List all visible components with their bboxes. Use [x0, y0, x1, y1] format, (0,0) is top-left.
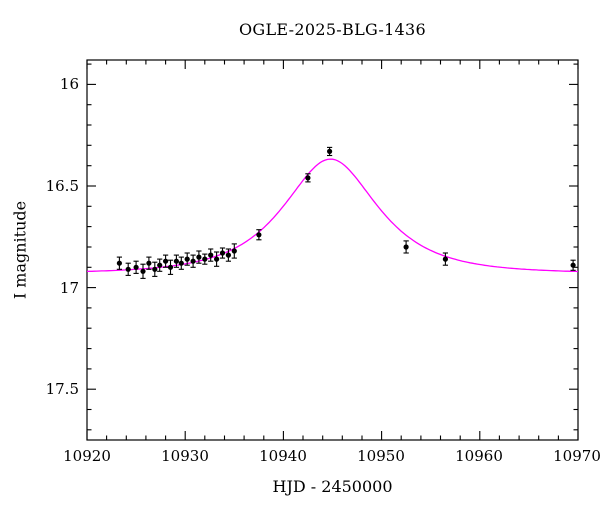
data-point [146, 260, 152, 266]
data-point [190, 258, 196, 264]
x-axis-label: HJD - 2450000 [272, 477, 393, 496]
x-tick-label: 10930 [161, 447, 209, 465]
data-point [305, 175, 311, 181]
data-point [570, 262, 576, 268]
data-point [231, 248, 237, 254]
data-point [167, 264, 174, 270]
data-point [219, 250, 226, 256]
x-tick-label: 10920 [63, 447, 111, 465]
data-point [403, 244, 409, 250]
data-point [163, 258, 169, 264]
x-tick-label: 10950 [357, 447, 405, 465]
data-point [116, 260, 122, 266]
data-point [133, 264, 139, 270]
data-point [178, 260, 184, 266]
x-tick-label: 10960 [455, 447, 503, 465]
x-tick-label: 10940 [259, 447, 307, 465]
model-curve [86, 158, 579, 273]
plot-frame [86, 59, 579, 441]
axis-ticks [86, 60, 579, 440]
plot-title: OGLE-2025-BLG-1436 [238, 20, 427, 39]
y-tick-label: 17.5 [45, 380, 79, 398]
data-point [125, 266, 131, 272]
y-tick-label: 17 [59, 279, 79, 297]
data-point [442, 256, 448, 262]
data-point [140, 268, 146, 274]
data-point [152, 266, 158, 272]
data-point [157, 262, 163, 268]
data-point [225, 252, 231, 258]
data-point [173, 258, 179, 264]
data-points [116, 146, 576, 279]
data-point [202, 256, 208, 262]
y-tick-label: 16 [59, 75, 79, 93]
data-point [184, 256, 190, 262]
data-point [214, 256, 220, 262]
data-point [327, 148, 333, 154]
data-point [208, 252, 214, 258]
y-tick-label: 16.5 [45, 177, 79, 195]
data-point [196, 254, 202, 260]
x-tick-label: 10970 [553, 447, 600, 465]
data-point [256, 232, 262, 238]
